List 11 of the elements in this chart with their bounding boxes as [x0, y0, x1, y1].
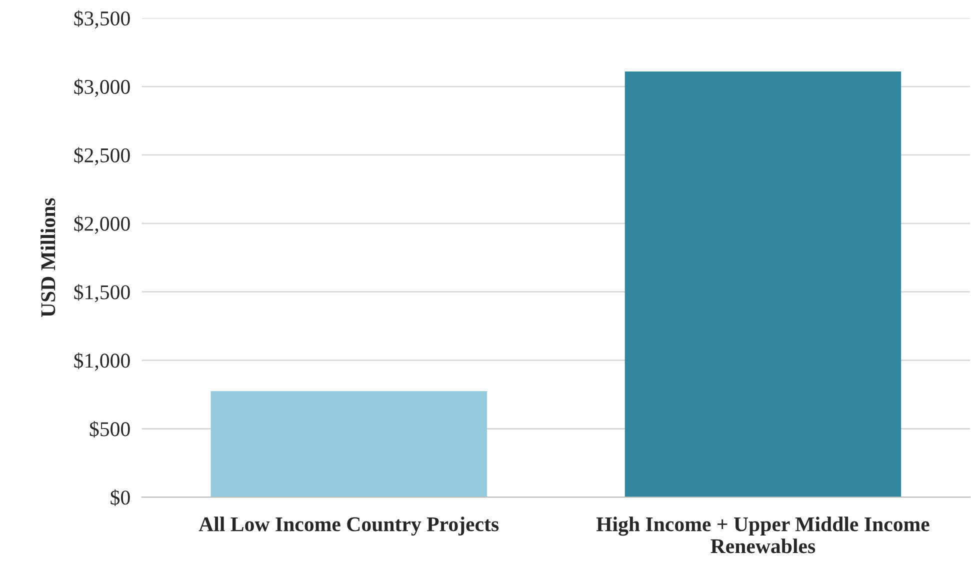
x-tick-label: High Income + Upper Middle Income Renewables: [596, 516, 930, 554]
y-tick-label: $3,000: [74, 78, 130, 97]
y-axis-title: USD Millions: [40, 198, 56, 318]
y-tick-label: $2,500: [74, 147, 130, 166]
x-tick-label: All Low Income Country Projects: [198, 516, 499, 536]
y-tick-label: $3,500: [74, 10, 130, 29]
y-tick-label: $2,000: [74, 216, 130, 234]
y-tick-label: $500: [90, 420, 130, 438]
y-tick-label: $1,500: [74, 284, 130, 302]
y-tick-label: $1,000: [74, 352, 130, 371]
y-tick-label: $0: [110, 489, 130, 506]
